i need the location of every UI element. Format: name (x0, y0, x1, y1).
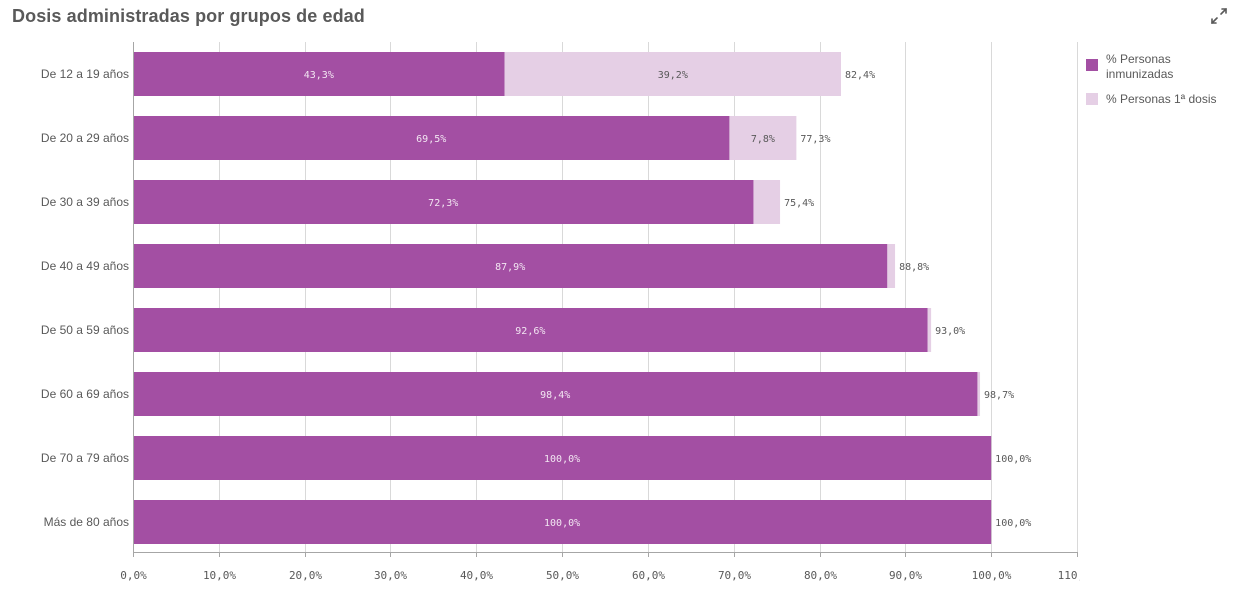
data-label-total: 82,4% (845, 70, 875, 81)
bar-primera-dosis[interactable] (729, 116, 797, 160)
legend-item-primera-dosis[interactable]: % Personas 1ª dosis (1086, 92, 1236, 107)
data-label-inmunizadas: 100,0% (544, 454, 580, 465)
category-label: De 40 a 49 años (41, 259, 129, 273)
data-label-inmunizadas: 72,3% (428, 198, 458, 209)
x-tick-label: 50,0% (546, 569, 579, 582)
bar-primera-dosis[interactable] (927, 308, 932, 352)
bar-primera-dosis[interactable] (977, 372, 981, 416)
chart-legend: % Personas inmunizadas % Personas 1ª dos… (1086, 52, 1236, 117)
bar-inmunizadas[interactable] (134, 244, 888, 288)
x-tick-label: 80,0% (804, 569, 837, 582)
x-tick-label: 30,0% (374, 569, 407, 582)
chart-title: Dosis administradas por grupos de edad (12, 6, 365, 26)
data-label-inmunizadas: 69,5% (416, 134, 446, 145)
bar-inmunizadas[interactable] (134, 308, 928, 352)
category-label: De 70 a 79 años (41, 451, 129, 465)
x-tick-label: 90,0% (889, 569, 922, 582)
legend-item-inmunizadas[interactable]: % Personas inmunizadas (1086, 52, 1236, 82)
x-tick-label: 0,0% (120, 569, 147, 582)
x-tick-label: 110,0% (1058, 569, 1080, 582)
data-label-total: 93,0% (935, 326, 965, 337)
data-label-primera-dosis: 39,2% (658, 70, 688, 81)
x-tick-label: 60,0% (632, 569, 665, 582)
category-label: De 50 a 59 años (41, 323, 129, 337)
data-label-total: 100,0% (995, 518, 1031, 529)
legend-swatch-inmunizadas (1086, 59, 1098, 71)
data-label-total: 100,0% (995, 454, 1031, 465)
x-tick-label: 40,0% (460, 569, 493, 582)
category-label: De 30 a 39 años (41, 195, 129, 209)
bar-primera-dosis[interactable] (504, 52, 841, 96)
legend-label-primera-dosis: % Personas 1ª dosis (1106, 92, 1217, 106)
data-label-total: 77,3% (800, 134, 830, 145)
bar-primera-dosis[interactable] (753, 180, 781, 224)
bar-inmunizadas[interactable] (134, 52, 505, 96)
bar-inmunizadas[interactable] (134, 500, 992, 544)
legend-swatch-primera-dosis (1086, 93, 1098, 105)
data-label-inmunizadas: 98,4% (540, 390, 570, 401)
data-label-total: 88,8% (899, 262, 929, 273)
data-label-inmunizadas: 92,6% (515, 326, 545, 337)
bar-inmunizadas[interactable] (134, 116, 730, 160)
data-label-total: 75,4% (784, 198, 814, 209)
data-label-inmunizadas: 43,3% (304, 70, 334, 81)
bar-inmunizadas[interactable] (134, 436, 992, 480)
bar-inmunizadas[interactable] (134, 180, 754, 224)
x-tick-label: 10,0% (203, 569, 236, 582)
data-label-inmunizadas: 87,9% (495, 262, 525, 273)
x-tick-label: 70,0% (718, 569, 751, 582)
data-label-inmunizadas: 100,0% (544, 518, 580, 529)
x-tick-label: 20,0% (289, 569, 322, 582)
category-label: Más de 80 años (44, 515, 129, 529)
category-label: De 60 a 69 años (41, 387, 129, 401)
data-label-primera-dosis: 7,8% (751, 134, 775, 145)
bar-chart: De 12 a 19 años 43,3% 39,2% 82,4% De 20 a 29… (41, 42, 1080, 582)
expand-icon[interactable] (1208, 5, 1230, 27)
x-tick-label: 100,0% (972, 569, 1012, 582)
category-label: De 12 a 19 años (41, 67, 129, 81)
bar-primera-dosis[interactable] (887, 244, 896, 288)
data-label-total: 98,7% (984, 390, 1014, 401)
bar-inmunizadas[interactable] (134, 372, 978, 416)
legend-label-inmunizadas: % Personas inmunizadas (1106, 52, 1174, 81)
category-label: De 20 a 29 años (41, 131, 129, 145)
